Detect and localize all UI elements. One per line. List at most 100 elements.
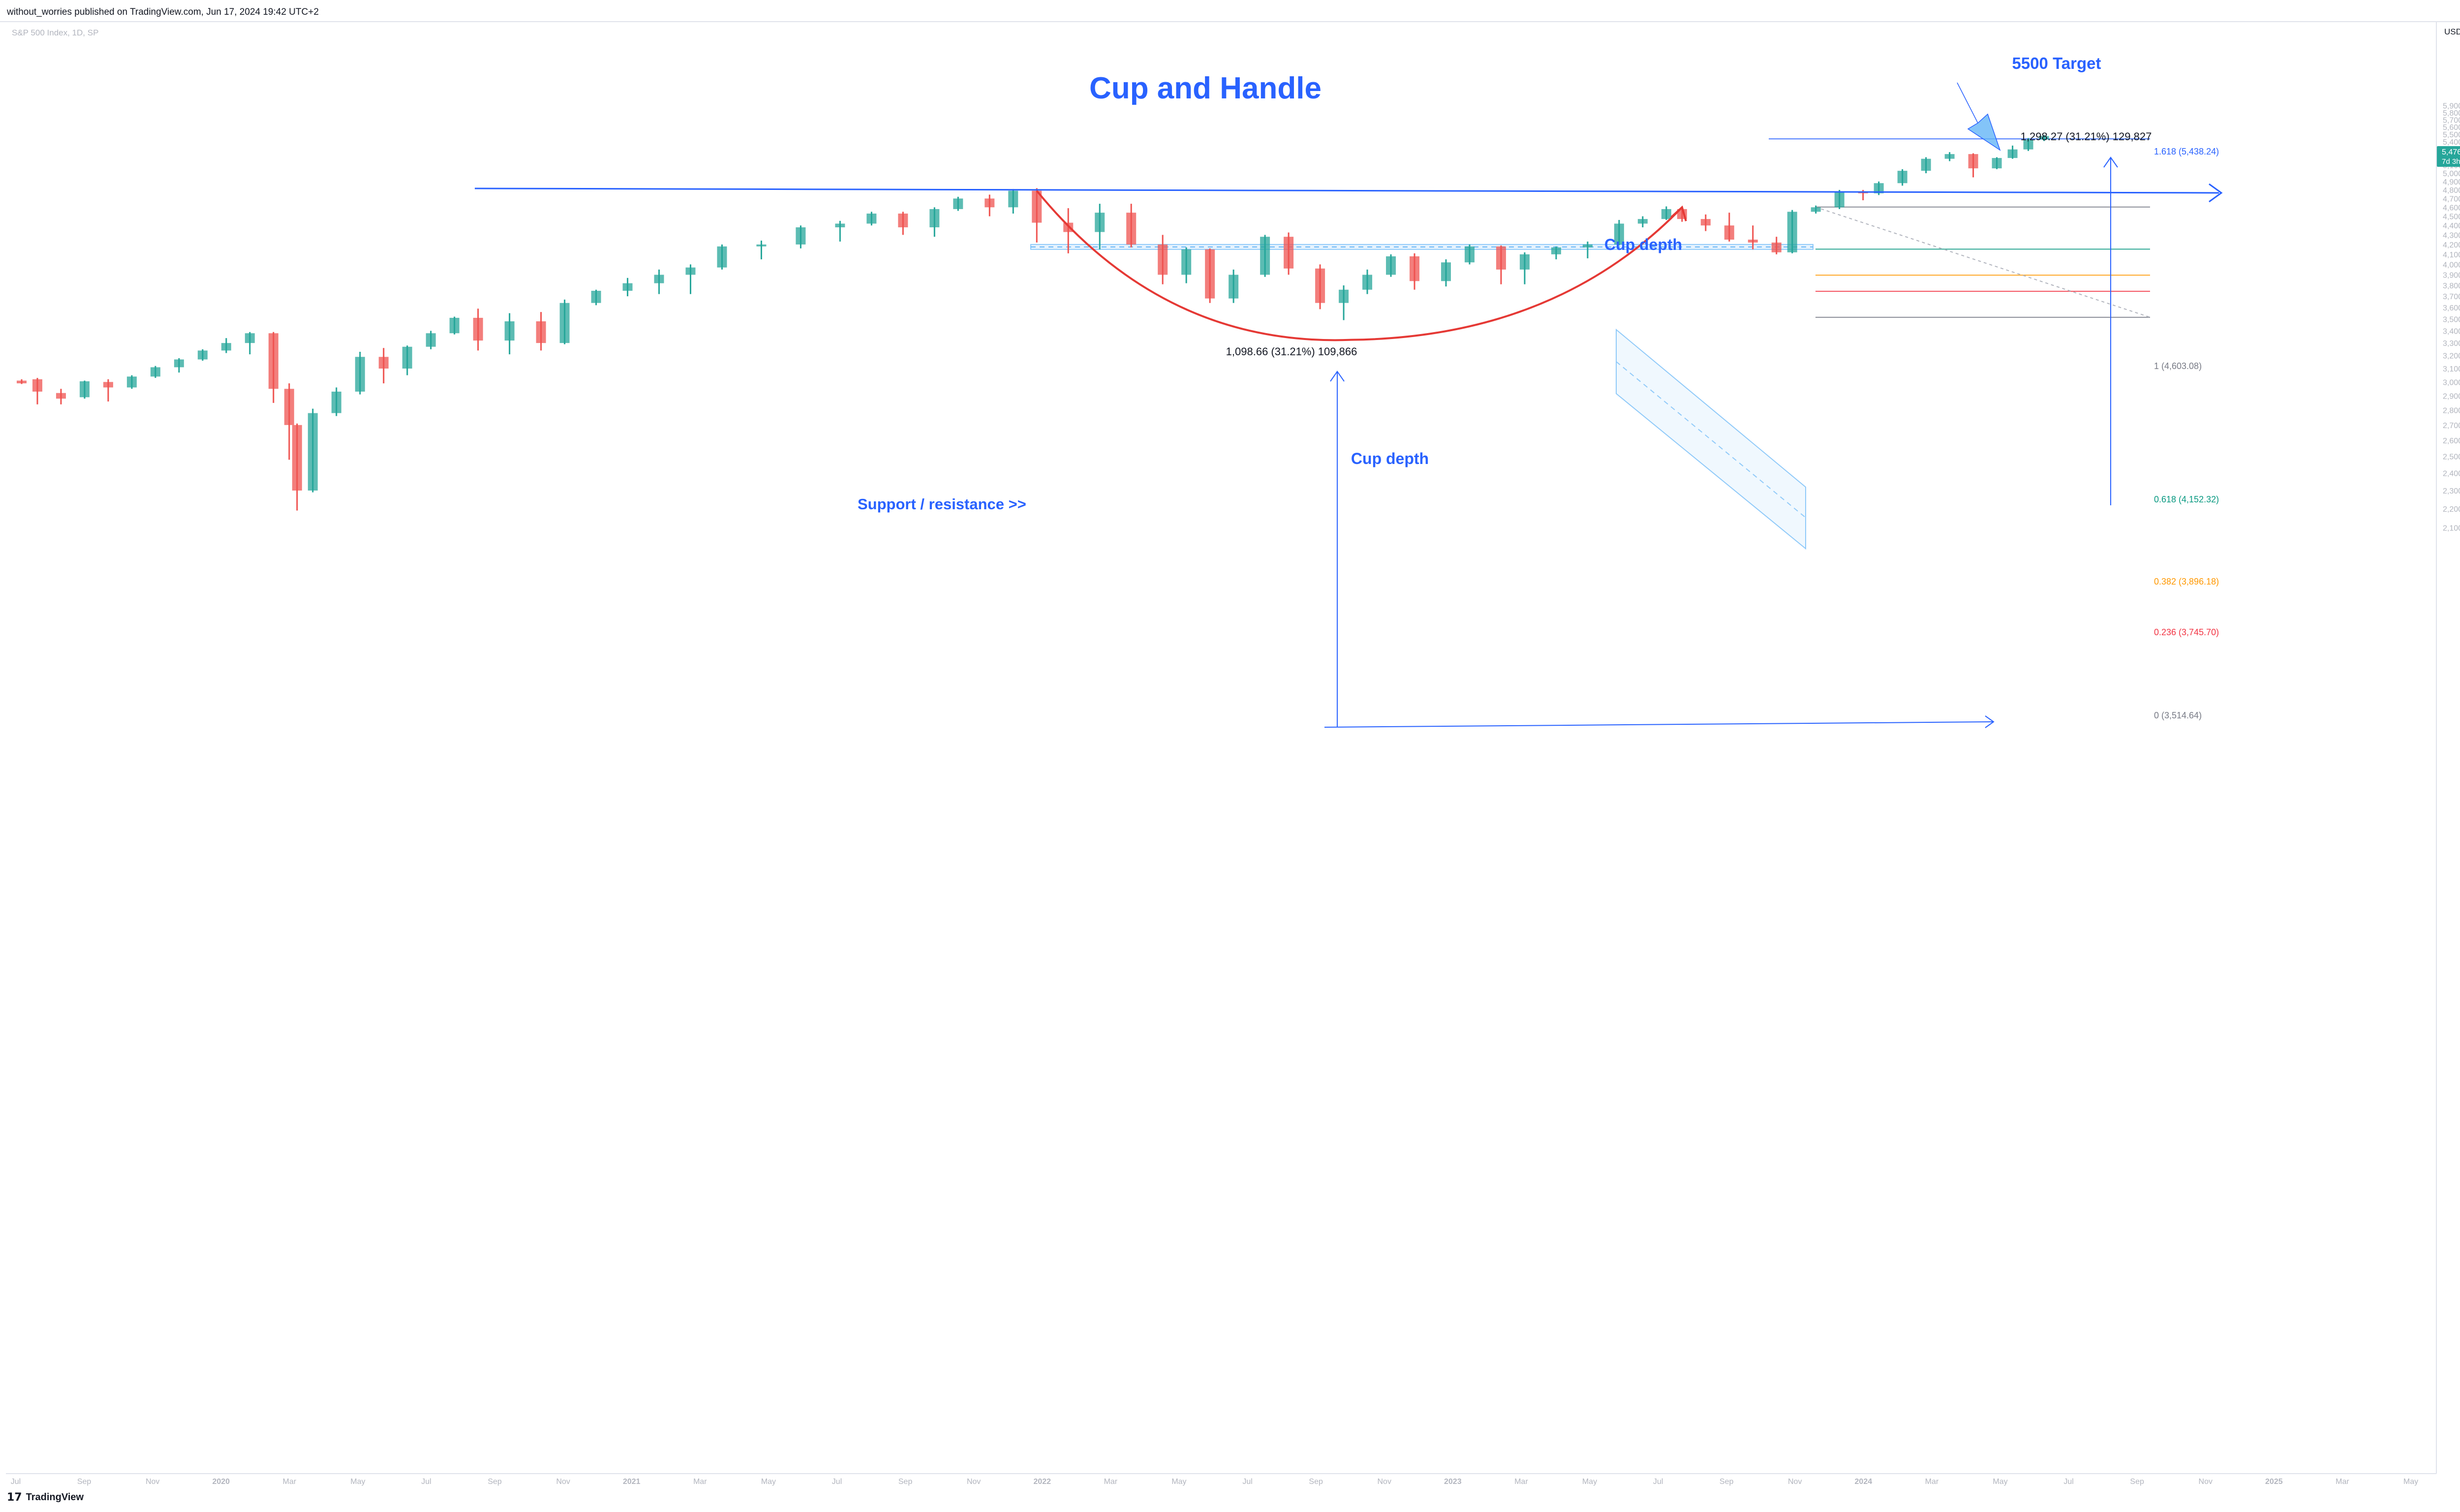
candle-body [1748,240,1758,243]
candle-body [835,223,845,228]
candle-body [292,425,302,491]
candle-body [1897,171,1907,184]
time-axis-ticks[interactable]: Jul Sep Nov 2020 Mar May Jul Sep Nov 2021 Mar May Ju… [11,1478,2418,1486]
time-tick-label: Nov [2199,1478,2213,1486]
tradingview-logo-icon: 𝟭𝟳 [7,1491,22,1503]
candle-body [1229,275,1239,299]
candle-body [1284,237,1294,269]
candle-body [56,393,66,399]
candle-body [1095,213,1105,232]
candle-body [1614,223,1624,245]
time-tick-label: Sep [1720,1478,1734,1486]
measure-lower-label: 1,098.66 (31.21%) 109,866 [1226,345,1357,358]
price-tick-label: 3,800.00 [2443,282,2460,290]
candle-body [103,382,113,388]
cup-bottom-arrow [1985,715,1995,728]
candle-body [1008,190,1018,208]
resistance-arrow-head [2209,183,2223,203]
candle-body [174,359,184,368]
candle-body [1724,225,1734,240]
candle-body [1032,190,1042,223]
candle-body [1410,256,1420,281]
measure-upper-label: 1,298.27 (31.21%) 129,827 [2021,130,2152,143]
time-tick-label: May [1993,1478,2007,1486]
candle-body [559,303,570,343]
plot-area[interactable] [6,22,2436,1471]
cup-depth-upper-label: Cup depth [1604,236,1682,253]
price-tick-label: 5,400.00 [2443,138,2460,147]
price-tick-label: 2,700.00 [2443,422,2460,430]
candle-body [16,380,27,384]
candle-body [1464,246,1475,263]
candle-body [654,275,664,283]
cup-curve-arrow-head [1670,205,1687,221]
time-tick-label: Jul [2063,1478,2073,1486]
drawings-front [474,82,2223,728]
time-tick-label: Sep [898,1478,913,1486]
candle-body [984,198,995,208]
published-text: without_worries published on TradingView… [6,7,319,17]
candle-body [1992,158,2002,169]
time-tick-label: 2021 [623,1478,641,1486]
time-tick-label: Sep [1309,1478,1323,1486]
price-tick-label: 4,400.00 [2443,222,2460,230]
candle-body [1441,262,1451,281]
candle-body [591,290,601,303]
candle-body [622,283,633,291]
time-tick-label: Mar [1514,1478,1528,1486]
time-tick-label: May [1582,1478,1597,1486]
candle-body [284,389,294,425]
time-tick-label: Jul [832,1478,842,1486]
price-tick-label: 3,600.00 [2443,304,2460,312]
cup-bottom-line [1324,721,1993,728]
candle-body [426,333,436,347]
candle-body [79,381,90,398]
candle-body [1260,237,1270,275]
candle-body [2007,149,2018,158]
price-tick-label: 2,200.00 [2443,505,2460,514]
time-tick-label: Mar [693,1478,707,1486]
time-tick-label: 2024 [1855,1478,1873,1486]
candle-body [1205,249,1215,299]
resistance-line [474,187,2219,194]
time-tick-label: Nov [967,1478,981,1486]
candle-body [1834,191,1845,208]
fib-0618-label: 0.618 (4,152.32) [2154,494,2219,504]
candle-body [2023,139,2033,150]
candle-body [536,321,546,343]
tradingview-brand[interactable]: 𝟭𝟳 TradingView [7,1491,84,1504]
last-price-tag [2437,146,2460,167]
drawings-back [1030,138,2151,550]
candle-body [685,267,696,275]
time-tick-label: Mar [1925,1478,1939,1486]
price-tick-label: 4,600.00 [2443,204,2460,212]
time-tick-label: Nov [556,1478,570,1486]
time-tick-label: Nov [146,1478,159,1486]
tradingview-brand-label: TradingView [26,1491,84,1503]
price-tick-label: 2,800.00 [2443,407,2460,415]
candle-body [378,357,389,369]
chart-title: Cup and Handle [1089,71,1322,105]
candle-body [1551,247,1561,254]
price-tick-label: 5,700.00 [2443,116,2460,124]
candle-body [1637,219,1648,224]
candle-body [717,246,727,268]
target-callout-arrow [1957,82,2001,151]
price-tick-label: 3,200.00 [2443,352,2460,361]
price-tick-label: 3,300.00 [2443,339,2460,348]
candle-body [1126,213,1137,245]
fib-1618-label: 1.618 (5,438.24) [2154,147,2219,156]
candle-body [221,343,231,351]
candle-body [1315,268,1325,303]
price-tick-label: 3,500.00 [2443,315,2460,324]
candle-body [1158,244,1168,275]
price-tick-label: 2,500.00 [2443,453,2460,462]
candle-body [504,321,515,341]
candle-body [1496,246,1506,270]
time-tick-label: Nov [1377,1478,1391,1486]
time-tick-label: Jul [1242,1478,1252,1486]
price-tick-label: 5,600.00 [2443,123,2460,132]
time-tick-label: 2022 [1033,1478,1051,1486]
time-tick-label: May [761,1478,776,1486]
fib-0382-label: 0.382 (3,896.18) [2154,577,2219,586]
